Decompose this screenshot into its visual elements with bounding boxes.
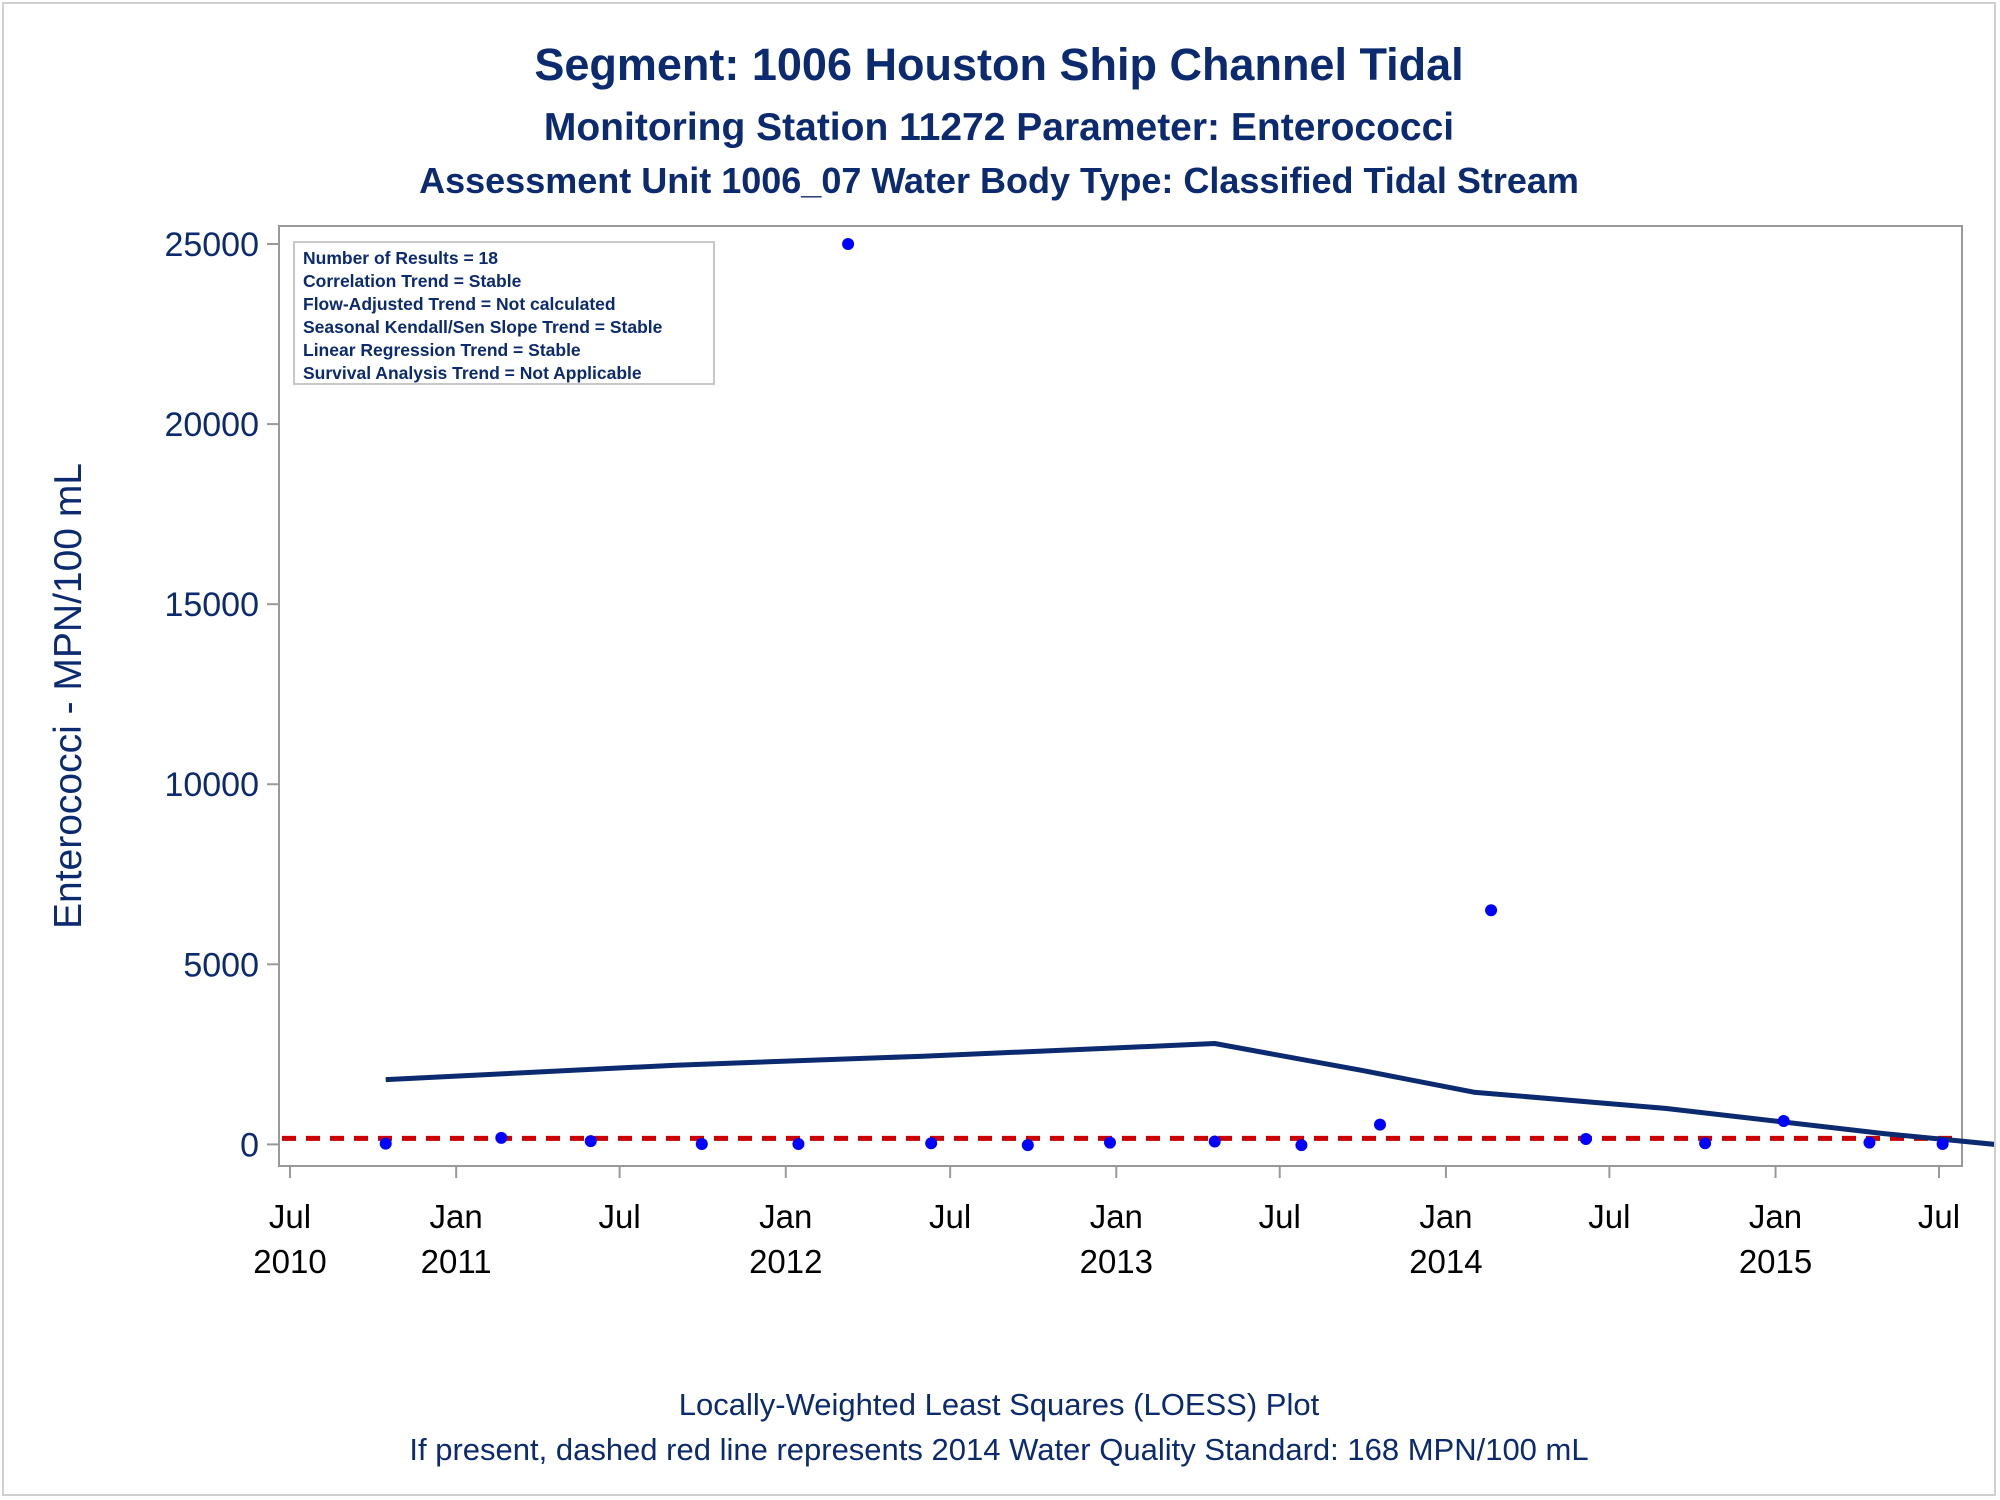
y-tick-label: 25000 xyxy=(164,226,259,264)
stats-seasonal-kendall: Seasonal Kendall/Sen Slope Trend = Stabl… xyxy=(303,317,663,337)
data-point xyxy=(1103,1136,1116,1149)
x-tick-month: Jul xyxy=(269,1198,311,1235)
data-point xyxy=(1021,1139,1034,1152)
data-point xyxy=(1863,1136,1876,1149)
x-tick-year: 2011 xyxy=(421,1243,492,1280)
y-tick-label: 20000 xyxy=(164,406,259,444)
y-tick-label: 15000 xyxy=(164,586,259,624)
x-tick-month: Jul xyxy=(929,1198,971,1235)
x-tick-month: Jan xyxy=(430,1198,483,1235)
chart-svg: Segment: 1006 Houston Ship Channel Tidal… xyxy=(47,39,2000,1467)
x-tick-month: Jan xyxy=(759,1198,812,1235)
data-point xyxy=(925,1137,938,1150)
x-tick-year: 2013 xyxy=(1080,1243,1153,1280)
data-point xyxy=(495,1131,508,1144)
data-point xyxy=(379,1137,392,1150)
x-tick-month: Jul xyxy=(1918,1198,1960,1235)
x-tick-month: Jul xyxy=(1259,1198,1301,1235)
plot-area xyxy=(278,225,1963,1167)
y-tick-label: 10000 xyxy=(164,766,259,804)
footnote-standard: If present, dashed red line represents 2… xyxy=(409,1432,1588,1467)
x-tick-year: 2015 xyxy=(1739,1243,1812,1280)
data-point xyxy=(695,1138,708,1151)
stats-correlation: Correlation Trend = Stable xyxy=(303,271,522,291)
chart-subtitle: Monitoring Station 11272 Parameter: Ente… xyxy=(544,106,1454,149)
x-tick-year: 2012 xyxy=(749,1243,822,1280)
stats-survival: Survival Analysis Trend = Not Applicable xyxy=(303,363,642,383)
x-tick-month: Jul xyxy=(1588,1198,1630,1235)
y-axis-label: Enterococci - MPN/100 mL xyxy=(47,463,90,929)
x-tick-month: Jul xyxy=(599,1198,641,1235)
x-tick-year: 2014 xyxy=(1409,1243,1482,1280)
data-point xyxy=(1485,904,1498,917)
loess-curve xyxy=(385,1041,2000,1148)
data-point xyxy=(1936,1138,1949,1151)
y-tick-label: 0 xyxy=(240,1126,259,1164)
x-tick-month: Jan xyxy=(1419,1198,1472,1235)
x-tick-month: Jan xyxy=(1749,1198,1802,1235)
data-point xyxy=(1579,1132,1592,1145)
y-tick-label: 5000 xyxy=(183,946,259,984)
footnote-loess: Locally-Weighted Least Squares (LOESS) P… xyxy=(679,1387,1320,1422)
chart-subtitle-2: Assessment Unit 1006_07 Water Body Type:… xyxy=(419,160,1579,201)
stats-linear-regression: Linear Regression Trend = Stable xyxy=(303,340,581,360)
data-point xyxy=(792,1138,805,1151)
data-point xyxy=(842,238,855,251)
data-point xyxy=(1699,1137,1712,1150)
data-point xyxy=(1295,1139,1308,1152)
stats-box: Number of Results = 18 Correlation Trend… xyxy=(293,241,715,385)
x-tick-month: Jan xyxy=(1090,1198,1143,1235)
stats-results: Number of Results = 18 xyxy=(303,248,498,268)
data-point xyxy=(1374,1118,1387,1131)
data-point xyxy=(1777,1114,1790,1127)
data-point xyxy=(1208,1135,1221,1148)
stats-flow-adjusted: Flow-Adjusted Trend = Not calculated xyxy=(303,294,616,314)
x-tick-year: 2010 xyxy=(253,1243,326,1280)
data-point xyxy=(584,1135,597,1148)
chart-title: Segment: 1006 Houston Ship Channel Tidal xyxy=(534,39,1463,90)
